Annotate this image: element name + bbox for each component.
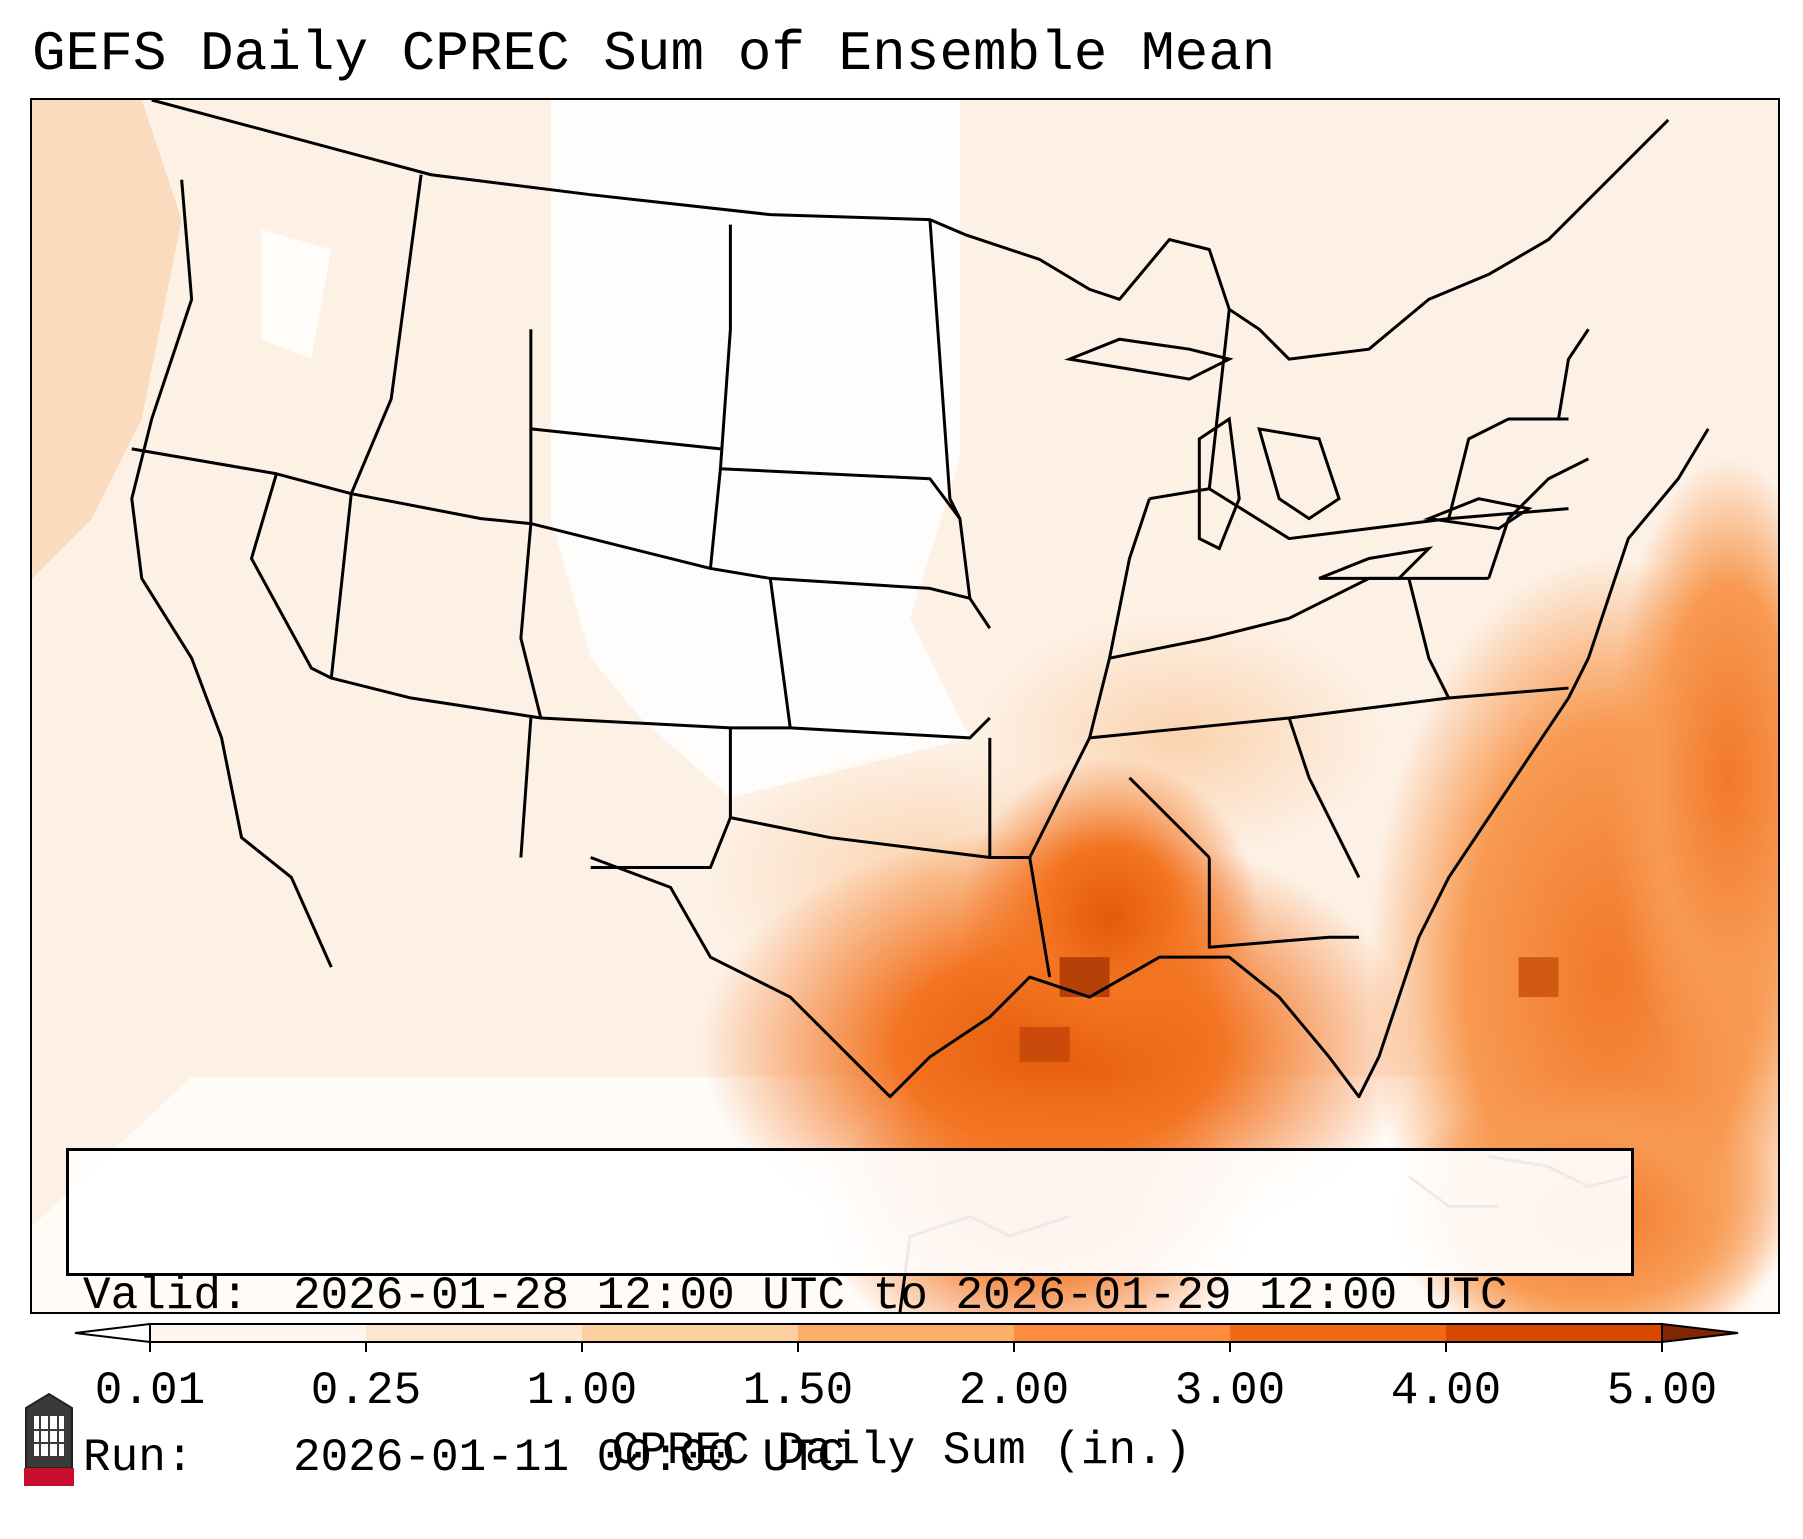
valid-line: Valid: 2026-01-28 12:00 UTC to 2026-01-29… [83, 1269, 1617, 1323]
colorbar-segment [1014, 1324, 1231, 1342]
colorbar-segment [150, 1324, 367, 1342]
colorbar-tick-label: 2.00 [958, 1365, 1070, 1417]
map-panel [30, 98, 1780, 1314]
colorbar-segment [366, 1324, 583, 1342]
colorbar-tick-label: 5.00 [1606, 1365, 1718, 1417]
colorbar-graphic [74, 1322, 1739, 1352]
map-title: GEFS Daily CPREC Sum of Ensemble Mean [32, 22, 1276, 86]
valid-value: 2026-01-28 12:00 UTC to 2026-01-29 12:00… [293, 1270, 1508, 1322]
precip-shading [32, 100, 1778, 1312]
run-label: Run: [83, 1432, 194, 1484]
colorbar-over-arrow [1661, 1322, 1739, 1344]
colorbar-segment [1446, 1324, 1663, 1342]
colorbar-under-arrow [74, 1322, 151, 1344]
colorbar-tick-label: 4.00 [1390, 1365, 1502, 1417]
valid-label: Valid: [83, 1270, 249, 1322]
colorbar-tick-label: 1.00 [526, 1365, 638, 1417]
colorbar-segment [1230, 1324, 1447, 1342]
colorbar-label: CPREC Daily Sum (in.) [611, 1425, 1192, 1477]
colorbar-segment [582, 1324, 799, 1342]
run-value: 2026-01-11 00:00 UTC [293, 1432, 846, 1484]
colorbar [0, 1306, 1803, 1366]
niu-logo-icon [24, 1392, 74, 1486]
colorbar-segment [798, 1324, 1015, 1342]
colorbar-tick-label: 0.01 [94, 1365, 206, 1417]
run-line: Run: 2026-01-11 00:00 UTC [83, 1431, 1617, 1485]
colorbar-tick-label: 0.25 [310, 1365, 422, 1417]
great-lakes [1064, 337, 1533, 580]
valid-run-info-box: Valid: 2026-01-28 12:00 UTC to 2026-01-29… [66, 1148, 1634, 1484]
precip-map [32, 100, 1778, 1312]
state-boundaries [130, 100, 1710, 1099]
colorbar-border [149, 1323, 1663, 1343]
colorbar-tick-label: 3.00 [1174, 1365, 1286, 1417]
colorbar-ticks: 0.01 0.25 1.00 1.50 2.00 3.00 4.00 5.00 [0, 1365, 1803, 1425]
colorbar-tick-label: 1.50 [742, 1365, 854, 1417]
